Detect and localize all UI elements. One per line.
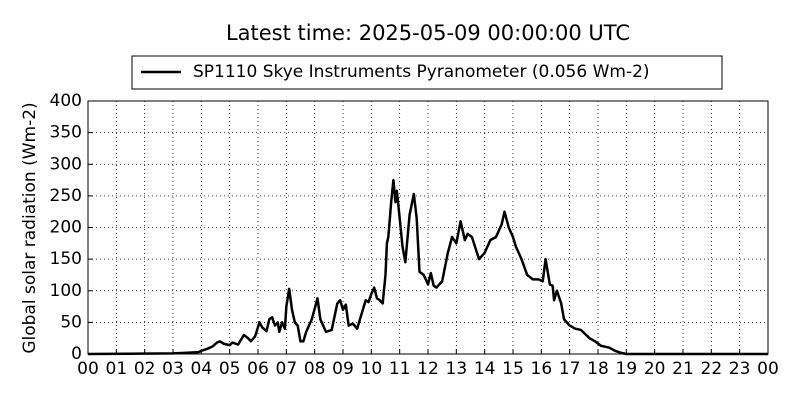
y-tick-label: 300: [50, 154, 82, 174]
y-tick-label: 0: [71, 344, 82, 364]
x-tick-label: 06: [247, 359, 269, 379]
x-tick-label: 12: [417, 359, 439, 379]
x-tick-label: 15: [502, 359, 524, 379]
y-tick-label: 200: [50, 218, 82, 238]
x-tick-label: 01: [106, 359, 128, 379]
x-tick-label: 22: [701, 359, 723, 379]
y-tick-label: 100: [50, 281, 82, 301]
y-tick-label: 50: [60, 312, 82, 332]
x-tick-label: 05: [219, 359, 241, 379]
x-tick-label: 14: [474, 359, 496, 379]
y-axis-label: Global solar radiation (Wm-2): [20, 102, 40, 353]
x-tick-label: 10: [361, 359, 383, 379]
x-tick-label: 20: [644, 359, 666, 379]
x-tick-label: 11: [389, 359, 411, 379]
chart-title: Latest time: 2025-05-09 00:00:00 UTC: [226, 21, 630, 45]
data-line: [87, 178, 768, 356]
legend-box: [131, 55, 723, 90]
plot-frame: [87, 100, 769, 355]
x-tick-label: 00: [757, 359, 779, 379]
y-tick-label: 250: [50, 186, 82, 206]
x-tick-label: 04: [191, 359, 213, 379]
x-tick-label: 03: [162, 359, 184, 379]
y-tick-label: 400: [50, 91, 82, 111]
x-tick-label: 09: [332, 359, 354, 379]
x-tick-label: 02: [134, 359, 156, 379]
x-tick-label: 19: [616, 359, 638, 379]
x-tick-label: 23: [729, 359, 751, 379]
x-tick-label: 17: [559, 359, 581, 379]
y-tick-label: 150: [50, 249, 82, 269]
legend-label: SP1110 Skye Instruments Pyranometer (0.0…: [193, 62, 650, 82]
x-tick-label: 18: [587, 359, 609, 379]
x-tick-label: 16: [531, 359, 553, 379]
x-tick-label: 08: [304, 359, 326, 379]
x-tick-label: 13: [446, 359, 468, 379]
x-tick-label: 21: [672, 359, 694, 379]
x-tick-label: 00: [77, 359, 99, 379]
y-tick-label: 350: [50, 123, 82, 143]
x-tick-label: 07: [276, 359, 298, 379]
